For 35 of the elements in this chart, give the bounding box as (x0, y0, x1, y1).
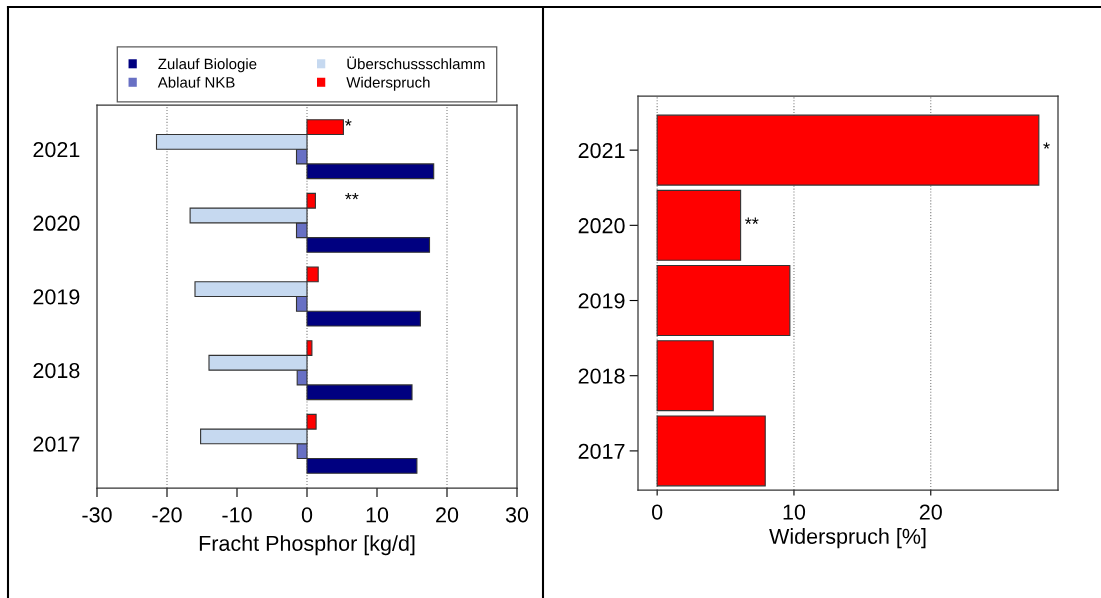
x-tick-label: 0 (652, 504, 663, 520)
legend-label: Ablauf NKB (157, 76, 235, 88)
annotation: ** (345, 193, 359, 200)
bar (656, 189, 742, 261)
bar (656, 415, 766, 487)
y-tick-label: 2019 (578, 293, 625, 309)
legend-label: Widerspruch (346, 76, 430, 91)
bar (656, 265, 791, 337)
x-tick-label: 10 (366, 507, 389, 523)
y-tick-label: 2020 (578, 218, 625, 234)
legend-label: Zulauf Biologie (158, 58, 257, 73)
x-tick-label: 20 (436, 507, 459, 523)
x-axis-title: Widerspruch [%] (769, 528, 926, 549)
annotation: ** (745, 217, 759, 224)
x-tick-label: 20 (919, 504, 942, 520)
x-tick-label: -20 (152, 507, 182, 523)
y-tick-label: 2018 (33, 362, 80, 379)
x-axis-title: Fracht Phosphor [kg/d] (199, 535, 415, 556)
x-tick-label: 30 (505, 507, 529, 523)
annotation: * (345, 119, 352, 126)
y-tick-label: 2019 (33, 289, 80, 305)
y-tick-label: 2020 (33, 215, 80, 231)
bar (656, 340, 714, 412)
x-tick-label: 10 (783, 504, 806, 520)
annotation: * (1043, 142, 1050, 149)
x-tick-label: 0 (301, 507, 313, 523)
y-tick-label: 2018 (578, 368, 625, 384)
x-tick-label: -30 (82, 507, 112, 523)
y-tick-label: 2021 (33, 141, 80, 158)
x-tick-label: -10 (222, 507, 252, 523)
y-tick-label: 2021 (578, 142, 625, 159)
y-tick-label: 2017 (578, 443, 625, 459)
bar (656, 114, 1040, 186)
legend-label: Überschussschlamm (347, 56, 485, 70)
y-tick-label: 2017 (33, 436, 80, 452)
